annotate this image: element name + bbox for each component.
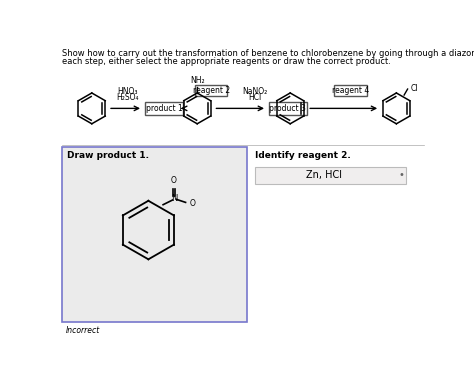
Text: •: • bbox=[398, 170, 404, 180]
Text: Show how to carry out the transformation of benzene to chlorobenzene by going th: Show how to carry out the transformation… bbox=[63, 49, 474, 58]
FancyBboxPatch shape bbox=[255, 167, 406, 184]
Text: reagent 4: reagent 4 bbox=[332, 86, 369, 95]
Text: H₂SO₄: H₂SO₄ bbox=[116, 93, 139, 102]
Text: NH₂: NH₂ bbox=[190, 76, 204, 85]
Text: Zn, HCl: Zn, HCl bbox=[306, 170, 342, 180]
Text: NaNO₂: NaNO₂ bbox=[242, 87, 267, 96]
Text: reagent 2: reagent 2 bbox=[192, 86, 230, 95]
Text: each step, either select the appropriate reagents or draw the correct product.: each step, either select the appropriate… bbox=[63, 57, 391, 66]
Text: Draw product 1.: Draw product 1. bbox=[67, 151, 149, 160]
FancyBboxPatch shape bbox=[334, 85, 367, 96]
FancyBboxPatch shape bbox=[195, 85, 228, 96]
Text: HNO₃: HNO₃ bbox=[117, 87, 138, 96]
FancyBboxPatch shape bbox=[145, 102, 183, 115]
FancyBboxPatch shape bbox=[268, 102, 307, 115]
FancyBboxPatch shape bbox=[63, 147, 247, 322]
Text: Incorrect: Incorrect bbox=[65, 325, 100, 334]
Text: product 1: product 1 bbox=[146, 104, 182, 113]
Text: product 3: product 3 bbox=[269, 104, 306, 113]
Text: Identify reagent 2.: Identify reagent 2. bbox=[255, 151, 350, 160]
Text: O: O bbox=[190, 199, 195, 208]
Text: O: O bbox=[171, 176, 177, 185]
Text: N: N bbox=[171, 194, 177, 203]
Text: HCl: HCl bbox=[248, 93, 261, 102]
Text: Cl: Cl bbox=[410, 84, 418, 93]
